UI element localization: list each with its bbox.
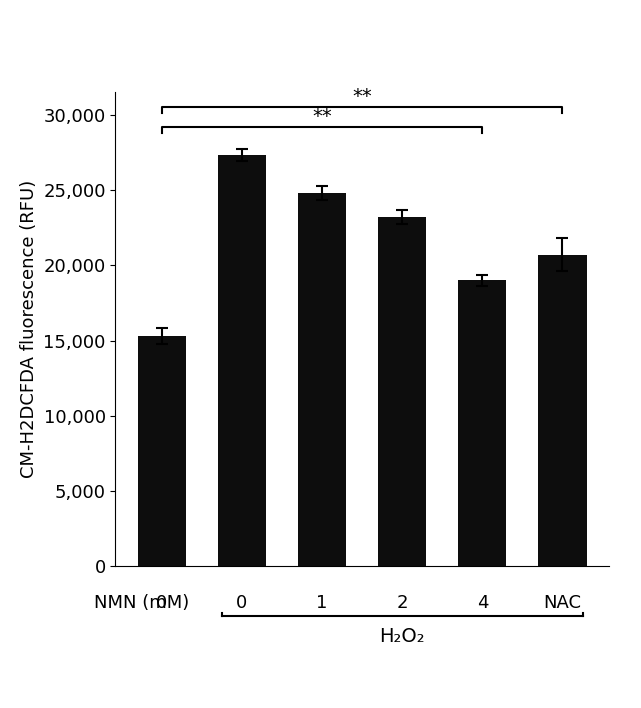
Bar (218, 155, 266, 566)
Bar (378, 217, 426, 566)
Bar (538, 255, 587, 566)
Text: **: ** (353, 87, 372, 106)
Text: 2: 2 (397, 593, 408, 612)
Text: **: ** (312, 107, 332, 126)
Text: NAC: NAC (544, 593, 581, 612)
Y-axis label: CM-H2DCFDA fluorescence (RFU): CM-H2DCFDA fluorescence (RFU) (20, 180, 38, 479)
Text: 4: 4 (477, 593, 488, 612)
Text: 0: 0 (237, 593, 247, 612)
Text: 1: 1 (317, 593, 328, 612)
Bar (298, 193, 346, 566)
Text: NMN (mM): NMN (mM) (94, 593, 189, 612)
Text: 0: 0 (156, 593, 167, 612)
Text: H₂O₂: H₂O₂ (379, 627, 425, 646)
Bar (138, 336, 186, 566)
Bar (458, 280, 506, 566)
